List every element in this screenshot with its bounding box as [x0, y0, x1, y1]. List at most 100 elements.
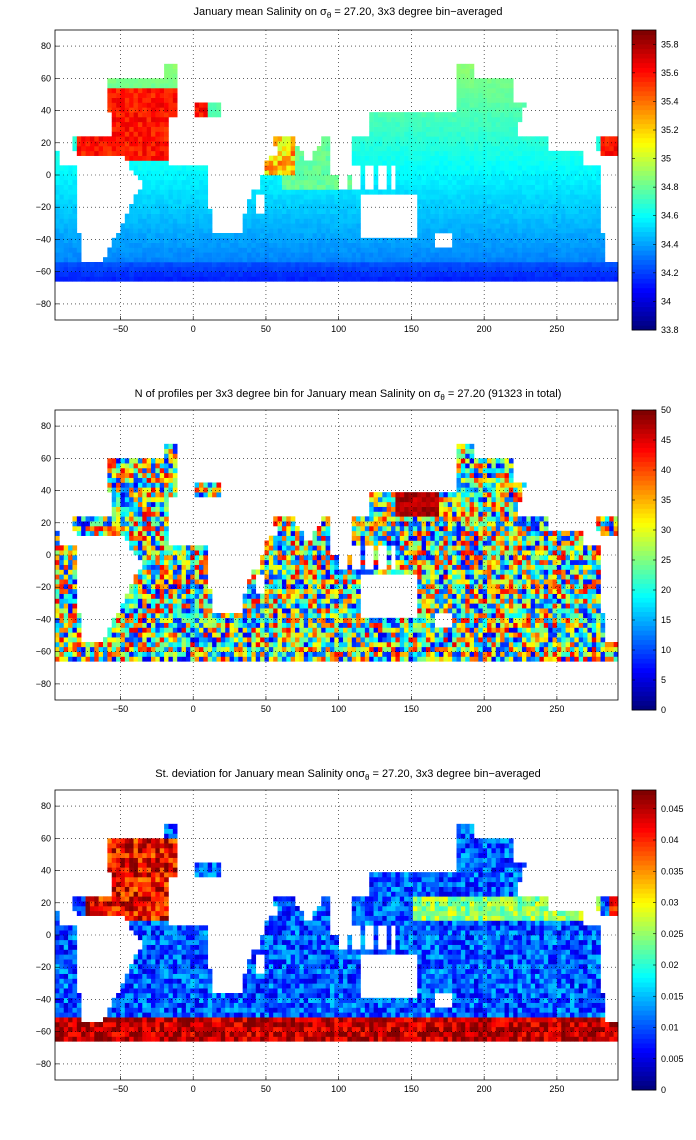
bin-cell	[199, 262, 204, 268]
bin-cell	[199, 656, 204, 662]
bin-cell	[417, 121, 422, 127]
bin-cell	[247, 257, 252, 263]
bin-cell	[129, 252, 134, 258]
bin-cell	[334, 194, 339, 200]
bin-cell	[199, 632, 204, 638]
bin-cell	[517, 146, 523, 152]
bin-cell	[151, 266, 156, 272]
bin-cell	[338, 271, 344, 277]
bin-cell	[412, 237, 418, 243]
bin-cell	[425, 237, 431, 243]
bin-cell	[295, 146, 300, 152]
bin-cell	[133, 237, 139, 243]
bin-cell	[137, 487, 143, 493]
bin-cell	[142, 651, 147, 657]
bin-cell	[526, 150, 532, 156]
bin-cell	[548, 271, 553, 277]
bin-cell	[526, 155, 532, 161]
bin-cell	[334, 213, 339, 219]
bin-cell	[164, 506, 169, 512]
bin-cell	[299, 588, 305, 594]
bin-cell	[399, 112, 405, 118]
bin-cell	[325, 208, 331, 214]
bin-cell	[185, 184, 191, 190]
bin-cell	[425, 165, 431, 171]
bin-cell	[583, 271, 588, 277]
bin-cell	[133, 613, 139, 619]
bin-cell	[517, 107, 523, 113]
bin-cell	[220, 271, 226, 277]
bin-cell	[513, 150, 518, 156]
bin-cell	[469, 218, 475, 224]
bin-cell	[303, 252, 309, 258]
bin-cell	[194, 613, 200, 619]
bin-cell	[535, 146, 540, 152]
bin-cell	[72, 223, 78, 229]
bin-cell	[194, 637, 200, 643]
bin-cell	[583, 242, 588, 248]
bin-cell	[456, 160, 462, 166]
bin-cell	[59, 199, 65, 205]
bin-cell	[124, 511, 130, 517]
bin-cell	[76, 613, 82, 619]
bin-cell	[137, 276, 143, 282]
bin-cell	[203, 598, 209, 604]
bin-cell	[129, 78, 134, 84]
bin-cell	[146, 463, 152, 469]
bin-cell	[59, 189, 65, 195]
bin-cell	[146, 564, 152, 570]
bin-cell	[264, 593, 270, 599]
bin-cell	[251, 613, 257, 619]
bin-cell	[408, 184, 414, 190]
bin-cell	[146, 262, 152, 268]
bin-cell	[391, 266, 396, 272]
bin-cell	[255, 622, 261, 628]
bin-cell	[299, 218, 305, 224]
bin-cell	[321, 656, 326, 662]
bin-cell	[264, 555, 270, 561]
bin-cell	[399, 150, 405, 156]
bin-cell	[356, 262, 361, 268]
bin-cell	[199, 482, 204, 488]
bin-cell	[430, 189, 435, 195]
bin-cell	[129, 651, 134, 657]
bin-cell	[286, 588, 291, 594]
bin-cell	[260, 257, 265, 263]
bin-cell	[116, 92, 121, 98]
bin-cell	[159, 247, 165, 253]
y-tick-label: 60	[41, 73, 51, 83]
bin-cell	[164, 642, 169, 648]
bin-cell	[216, 242, 222, 248]
bin-cell	[199, 242, 204, 248]
bin-cell	[290, 613, 296, 619]
bin-cell	[491, 228, 497, 234]
bin-cell	[425, 276, 431, 282]
bin-cell	[72, 637, 78, 643]
bin-cell	[203, 223, 209, 229]
bin-cell	[177, 223, 182, 229]
bin-cell	[238, 656, 243, 662]
bin-cell	[63, 617, 69, 623]
bin-cell	[72, 545, 78, 551]
bin-cell	[159, 540, 165, 546]
bin-cell	[473, 194, 479, 200]
bin-cell	[303, 247, 309, 253]
bin-cell	[155, 468, 161, 474]
bin-cell	[164, 92, 169, 98]
bin-cell	[456, 242, 462, 248]
bin-cell	[351, 237, 357, 243]
bin-cell	[521, 102, 527, 108]
bin-cell	[356, 160, 361, 166]
bin-cell	[347, 247, 353, 253]
bin-cell	[439, 208, 444, 214]
bin-cell	[591, 194, 597, 200]
bin-cell	[386, 136, 392, 142]
bin-cell	[68, 271, 73, 277]
bin-cell	[98, 136, 104, 142]
bin-cell	[465, 184, 470, 190]
bin-cell	[469, 160, 475, 166]
bin-cell	[242, 622, 248, 628]
bin-cell	[548, 208, 553, 214]
bin-cell	[360, 155, 366, 161]
bin-cell	[142, 92, 147, 98]
